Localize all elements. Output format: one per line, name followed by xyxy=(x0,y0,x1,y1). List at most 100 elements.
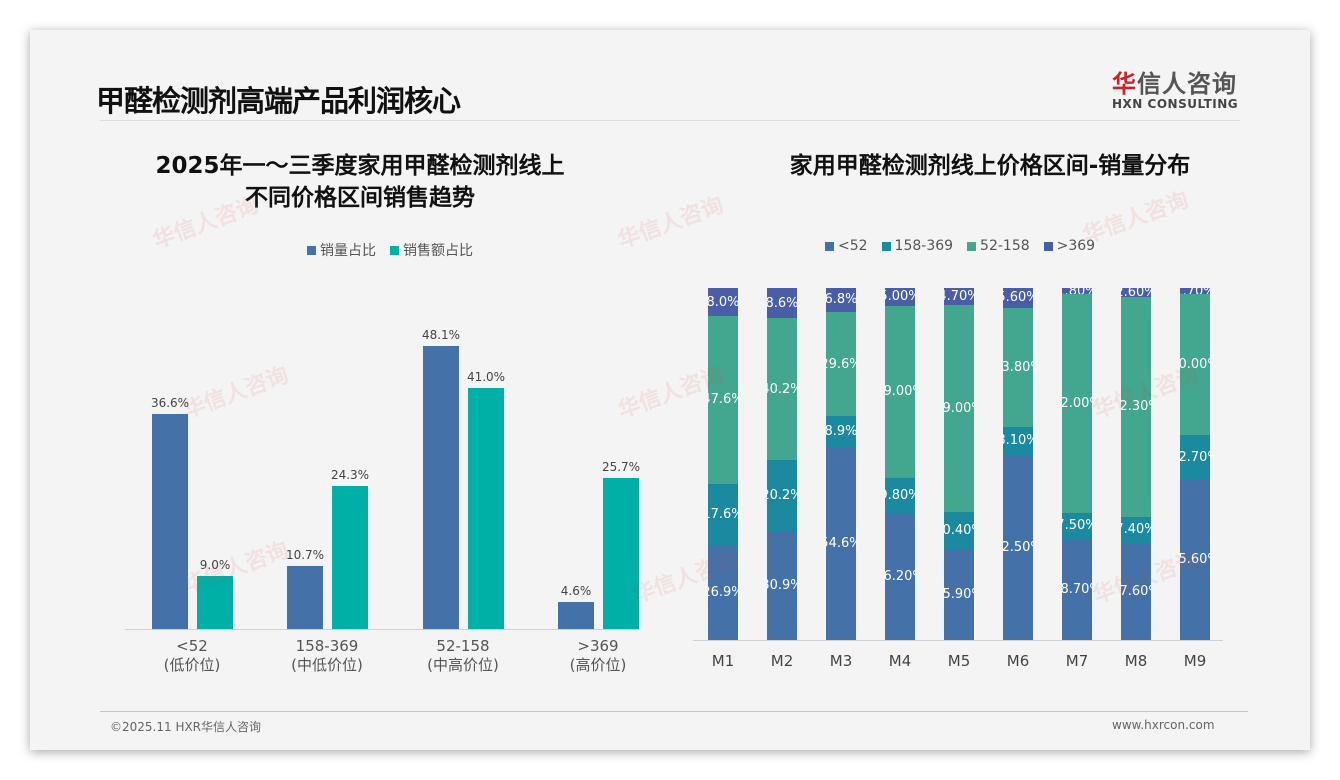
x-axis-label: M2 xyxy=(770,652,794,670)
title-divider xyxy=(100,120,1240,121)
data-label: 25.7% xyxy=(601,459,641,474)
bar-segment: 27.60% xyxy=(1121,542,1151,640)
legend-label: 销量占比 xyxy=(320,243,376,259)
stacked-bar: 25.90%10.40%59.00%4.70% xyxy=(944,288,974,640)
stacked-bar: 45.60%12.70%40.00%1.70% xyxy=(1180,288,1210,640)
bar xyxy=(558,601,594,629)
bar-segment: 6.8% xyxy=(826,288,856,312)
left-chart-title-line1: 2025年一～三季度家用甲醛检测剂线上 xyxy=(155,153,565,179)
data-label: 41.0% xyxy=(466,369,506,384)
data-label: 4.6% xyxy=(560,583,592,598)
bar-segment: 10.40% xyxy=(944,512,974,549)
x-axis-label: M8 xyxy=(1124,652,1148,670)
x-axis-label: <52 (低价位) xyxy=(163,637,221,674)
logo-subtitle: HXN CONSULTING xyxy=(1112,97,1239,111)
bar-segment: 8.9% xyxy=(826,416,856,448)
right-chart-title: 家用甲醛检测剂线上价格区间-销量分布 xyxy=(789,153,1191,179)
bar-segment: 1.70% xyxy=(1180,288,1210,294)
footer-website: www.hxrcon.com xyxy=(1112,718,1215,732)
x-axis-label: M5 xyxy=(947,652,971,670)
legend-swatch-sales xyxy=(390,245,399,255)
legend-label: 158-369 xyxy=(894,238,954,254)
bar-segment: 59.00% xyxy=(944,304,974,513)
x-axis-label: >369 (高价位) xyxy=(569,637,627,674)
legend-item: 52-158 xyxy=(967,238,1030,254)
bar xyxy=(197,576,233,629)
bar-segment: 62.30% xyxy=(1121,297,1151,517)
footer-divider xyxy=(100,711,1248,712)
bar-segment: 2.60% xyxy=(1121,288,1151,298)
data-label: 10.7% xyxy=(285,548,325,563)
legend-label: <52 xyxy=(838,238,868,254)
legend-swatch xyxy=(881,241,891,251)
bar-segment: 40.00% xyxy=(1180,294,1210,435)
x-axis-label: M3 xyxy=(829,652,853,670)
bar-segment: 8.0% xyxy=(708,288,738,317)
slide: 甲醛检测剂高端产品利润核心 华信人咨询 HXN CONSULTING 2025年… xyxy=(30,30,1310,750)
bar-segment: 9.80% xyxy=(885,478,915,513)
legend-swatch-volume xyxy=(307,245,316,255)
legend-label: >369 xyxy=(1056,238,1096,254)
bar xyxy=(332,486,368,629)
bar-segment: 25.90% xyxy=(944,548,974,640)
bar-segment: 8.10% xyxy=(1003,426,1033,456)
bar-segment: 36.20% xyxy=(885,512,915,640)
x-axis-label: 52-158 (中高价位) xyxy=(427,637,499,674)
bar-segment: 7.40% xyxy=(1121,516,1151,543)
logo-mark: 华 xyxy=(1112,70,1137,98)
data-label: 36.6% xyxy=(150,395,190,410)
bar-segment: 1.80% xyxy=(1062,288,1092,295)
stacked-bar: 52.50%8.10%33.80%5.60% xyxy=(1003,288,1033,640)
data-label: 9.0% xyxy=(199,558,231,573)
brand-logo: 华信人咨询 HXN CONSULTING xyxy=(1112,64,1238,111)
bar-segment: 52.50% xyxy=(1003,455,1033,640)
bar-segment: 30.9% xyxy=(767,531,797,640)
right-chart-axis xyxy=(693,640,1223,641)
bar-segment: 40.2% xyxy=(767,318,797,460)
footer-copyright: ©2025.11 HXR华信人咨询 xyxy=(110,720,262,734)
legend-swatch xyxy=(1043,241,1053,251)
bar xyxy=(468,387,504,629)
data-label: 24.3% xyxy=(330,468,370,483)
bar xyxy=(287,566,323,629)
bar-segment: 5.60% xyxy=(1003,288,1033,308)
legend-item: >369 xyxy=(1043,238,1096,254)
bar-segment: 7.50% xyxy=(1062,512,1092,539)
logo-text: 信人咨询 xyxy=(1137,70,1237,98)
right-stacked-chart: 26.9%17.6%47.6%8.0% M1 30.9%20.2%40.2%8.6%… xyxy=(30,30,1310,750)
left-chart-title-line2: 不同价格区间销售趋势 xyxy=(245,185,475,211)
bar-segment: 29.6% xyxy=(826,311,856,417)
bar-segment: 49.00% xyxy=(885,305,915,479)
bar-segment: 26.9% xyxy=(708,545,738,640)
bar-segment: 17.6% xyxy=(708,483,738,546)
x-axis-label: 158-369 (中低价位) xyxy=(291,637,363,674)
bar-segment: 8.6% xyxy=(767,288,797,319)
left-chart-legend: 销量占比 销售额占比 xyxy=(307,240,473,260)
left-bar-chart: 36.6% 9.0% <52 (低价位) 10.7% 24.3% 158-369 (中低价位)… xyxy=(30,30,670,750)
x-axis-label: M7 xyxy=(1065,652,1089,670)
bar-segment: 28.70% xyxy=(1062,538,1092,640)
data-label: 48.1% xyxy=(421,328,461,343)
legend-swatch xyxy=(967,241,977,251)
stacked-bar: 28.70%7.50%62.00%1.80% xyxy=(1062,288,1092,640)
bar-segment: 20.2% xyxy=(767,459,797,532)
left-chart-axis xyxy=(125,629,640,630)
stacked-bar: 36.20%9.80%49.00%5.00% xyxy=(885,288,915,640)
legend-label: 销售额占比 xyxy=(403,243,473,259)
stacked-bar: 27.60%7.40%62.30%2.60% xyxy=(1121,288,1151,640)
bar xyxy=(152,413,188,629)
bar-segment: 45.60% xyxy=(1180,479,1210,640)
x-axis-label: M4 xyxy=(888,652,912,670)
bar xyxy=(603,477,639,629)
legend-label: 52-158 xyxy=(980,238,1030,254)
legend-item: 158-369 xyxy=(881,238,954,254)
bar-segment: 54.6% xyxy=(826,447,856,640)
legend-item: <52 xyxy=(825,238,868,254)
stacked-bar: 54.6%8.9%29.6%6.8% xyxy=(826,288,856,640)
x-axis-label: M1 xyxy=(711,652,735,670)
bar-segment: 5.00% xyxy=(885,288,915,306)
bar-segment: 12.70% xyxy=(1180,434,1210,480)
stacked-bar: 26.9%17.6%47.6%8.0% xyxy=(708,288,738,640)
bar-segment: 47.6% xyxy=(708,316,738,484)
bar-segment: 62.00% xyxy=(1062,294,1092,513)
